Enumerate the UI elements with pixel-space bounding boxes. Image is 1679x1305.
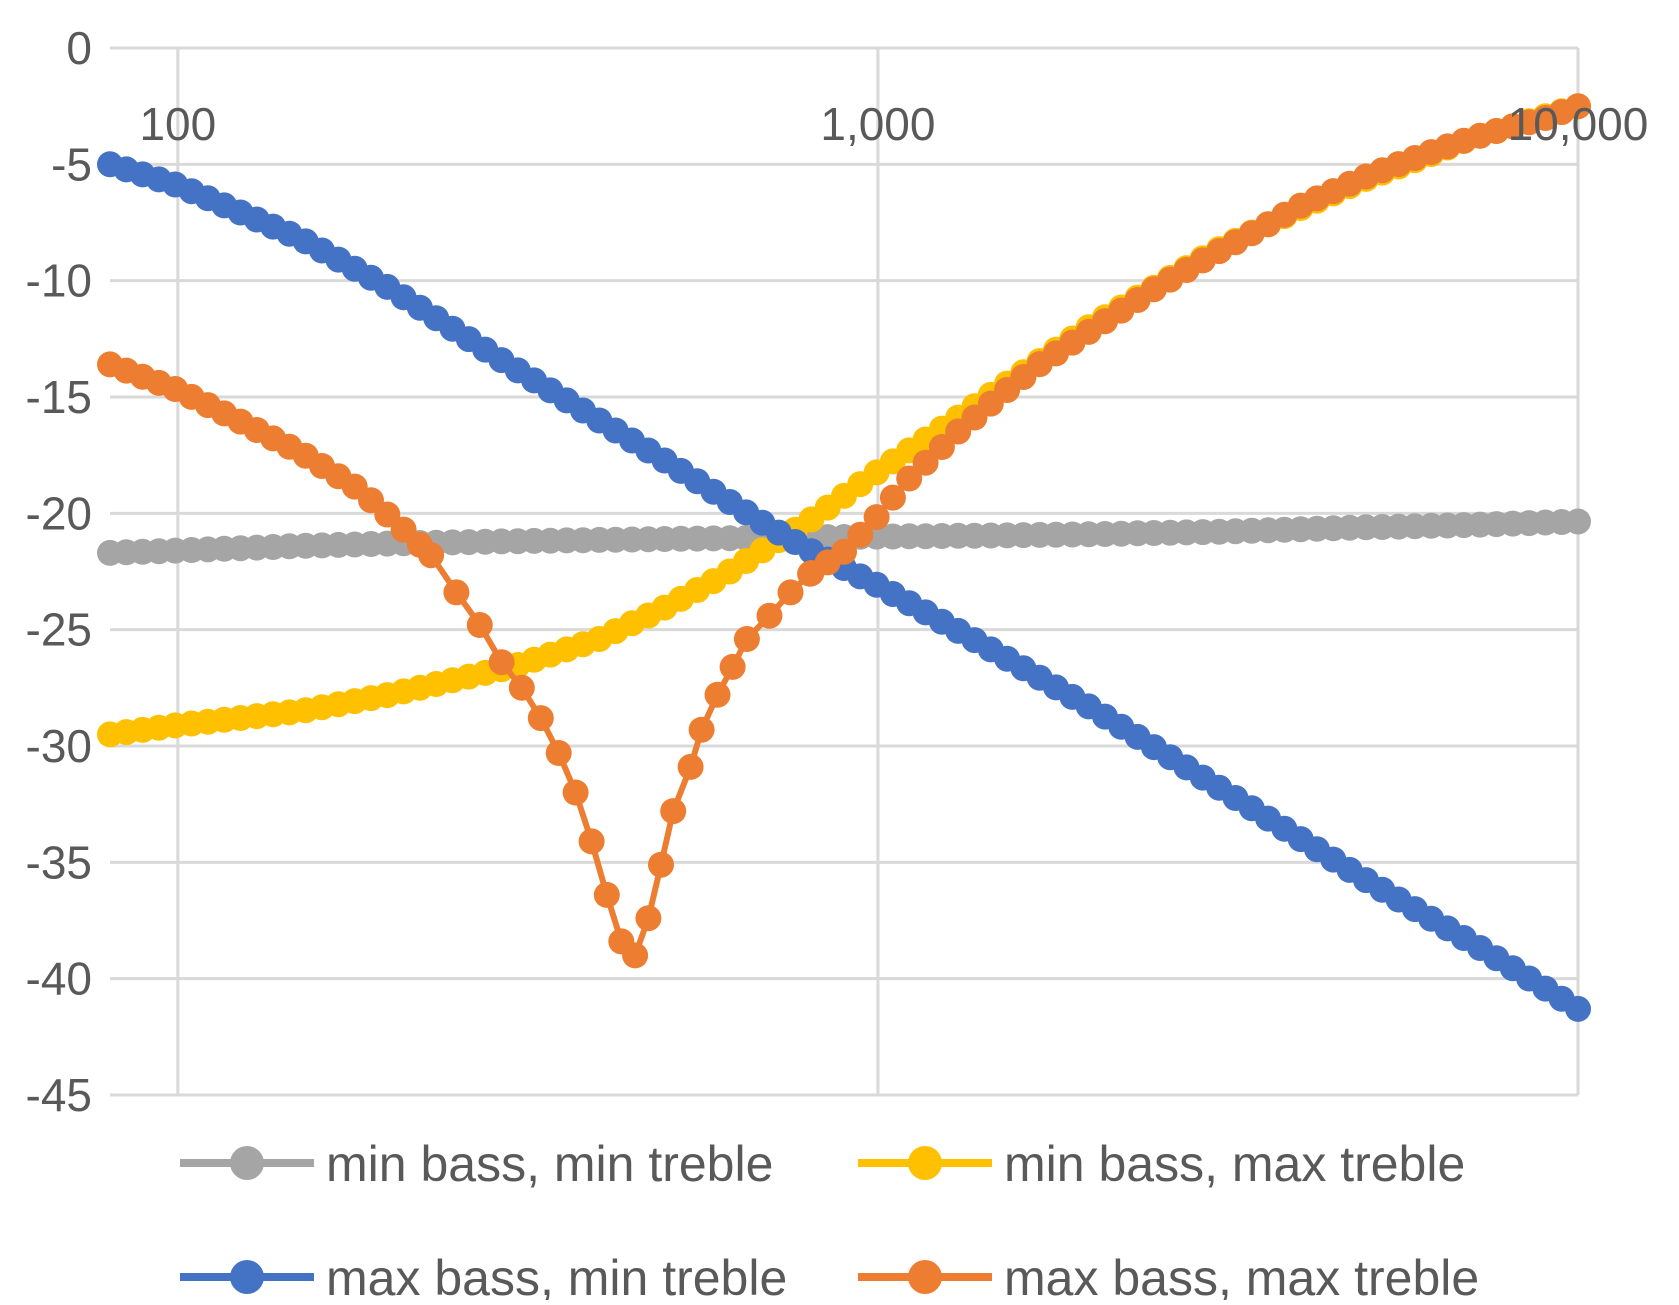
legend-marker bbox=[230, 1260, 264, 1294]
legend-label: max bass, min treble bbox=[326, 1250, 787, 1300]
legend-marker bbox=[908, 1260, 942, 1294]
data-point bbox=[733, 626, 760, 652]
data-point bbox=[578, 828, 605, 855]
data-point bbox=[466, 612, 493, 638]
legend-label: min bass, max treble bbox=[1004, 1136, 1465, 1192]
legend-item: min bass, min treble bbox=[180, 1136, 773, 1192]
y-tick-label: -30 bbox=[26, 720, 92, 772]
series-group bbox=[97, 93, 1591, 1022]
gridlines bbox=[110, 46, 1580, 1097]
legend-marker bbox=[230, 1146, 264, 1180]
data-point bbox=[1565, 93, 1591, 120]
y-tick-label: -10 bbox=[26, 255, 92, 307]
series-3 bbox=[97, 151, 1591, 1022]
y-tick-label: -35 bbox=[26, 836, 92, 888]
data-point bbox=[562, 779, 589, 806]
x-axis-tick-labels: 100 1,000 10,000 bbox=[139, 98, 1648, 150]
x-tick-label: 1,000 bbox=[820, 98, 935, 150]
data-point bbox=[719, 653, 746, 680]
y-tick-label: -20 bbox=[26, 487, 92, 539]
y-tick-label: -40 bbox=[26, 953, 92, 1005]
data-point bbox=[831, 538, 857, 565]
data-point bbox=[418, 542, 445, 569]
legend-marker bbox=[908, 1146, 942, 1180]
y-tick-label: -25 bbox=[26, 604, 92, 656]
data-point bbox=[374, 501, 401, 528]
y-tick-label: -15 bbox=[26, 371, 92, 423]
data-point bbox=[688, 716, 715, 743]
y-axis-tick-labels: 0 -5 -10 -15 -20 -25 -30 -35 -40 -45 bbox=[26, 22, 92, 1121]
data-point bbox=[488, 649, 515, 676]
data-point bbox=[777, 579, 804, 606]
y-tick-label: -45 bbox=[26, 1069, 92, 1121]
data-point bbox=[756, 602, 783, 629]
y-tick-label: 0 bbox=[66, 22, 92, 74]
legend-item: min bass, max treble bbox=[858, 1136, 1465, 1192]
data-point bbox=[545, 740, 572, 766]
data-point bbox=[912, 449, 939, 476]
data-point bbox=[635, 905, 662, 932]
data-point bbox=[1565, 508, 1591, 535]
legend-item: max bass, min treble bbox=[180, 1250, 787, 1305]
data-point bbox=[1565, 995, 1591, 1022]
data-point bbox=[443, 579, 470, 606]
data-point bbox=[593, 881, 620, 908]
data-point bbox=[390, 516, 417, 543]
data-point bbox=[527, 705, 554, 732]
legend-label: max bass, max treble bbox=[1004, 1250, 1479, 1300]
data-point bbox=[677, 753, 704, 780]
legend-label: min bass, min treble bbox=[326, 1136, 773, 1192]
series-4 bbox=[97, 93, 1591, 969]
data-point bbox=[508, 674, 535, 701]
data-point bbox=[660, 798, 687, 825]
data-point bbox=[896, 465, 923, 492]
data-point bbox=[622, 942, 649, 969]
data-point bbox=[704, 681, 731, 708]
data-point bbox=[648, 851, 674, 878]
y-tick-label: -5 bbox=[51, 138, 92, 190]
series-1 bbox=[97, 508, 1591, 566]
legend: min bass, min treble min bass, max treble… bbox=[180, 1136, 1479, 1305]
x-tick-label: 10,000 bbox=[1508, 98, 1649, 150]
data-point bbox=[879, 484, 906, 511]
x-tick-label: 100 bbox=[139, 98, 216, 150]
series-line bbox=[109, 103, 1579, 738]
data-point bbox=[847, 521, 874, 548]
series-2 bbox=[97, 93, 1591, 748]
legend-item: max bass, max treble bbox=[858, 1250, 1479, 1305]
data-point bbox=[928, 434, 955, 460]
data-point bbox=[863, 504, 890, 531]
